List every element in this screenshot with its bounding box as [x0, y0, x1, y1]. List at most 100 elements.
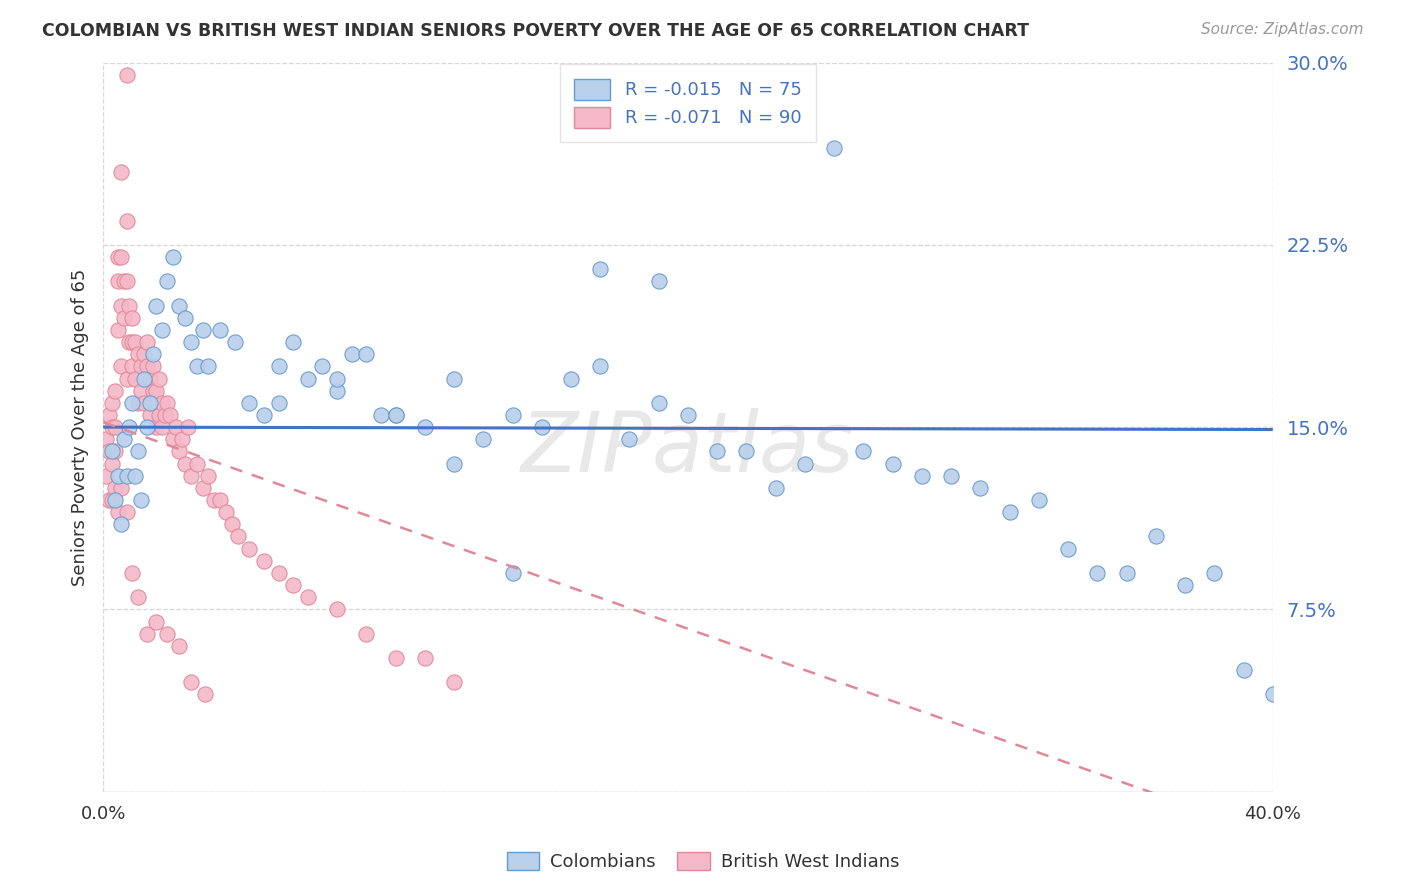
Point — [384, 408, 406, 422]
Point — [118, 299, 141, 313]
Point — [326, 371, 349, 385]
Point — [197, 468, 219, 483]
Point — [443, 457, 465, 471]
Point — [127, 591, 149, 605]
Point — [589, 262, 612, 277]
Point — [139, 408, 162, 422]
Point — [94, 468, 117, 483]
Point — [311, 359, 333, 374]
Point — [145, 420, 167, 434]
Point — [253, 408, 276, 422]
Point — [1057, 541, 1080, 556]
Point — [238, 541, 260, 556]
Point — [121, 566, 143, 580]
Legend: R = -0.015   N = 75, R = -0.071   N = 90: R = -0.015 N = 75, R = -0.071 N = 90 — [560, 64, 815, 142]
Point — [326, 602, 349, 616]
Point — [156, 274, 179, 288]
Point — [765, 481, 787, 495]
Point — [197, 359, 219, 374]
Point — [150, 420, 173, 434]
Point — [253, 554, 276, 568]
Legend: Colombians, British West Indians: Colombians, British West Indians — [499, 846, 907, 879]
Point — [104, 384, 127, 398]
Point — [127, 347, 149, 361]
Point — [104, 493, 127, 508]
Point — [98, 493, 121, 508]
Point — [136, 359, 159, 374]
Point — [129, 493, 152, 508]
Point — [297, 591, 319, 605]
Point — [648, 396, 671, 410]
Point — [384, 408, 406, 422]
Point — [136, 420, 159, 434]
Point — [1232, 663, 1254, 677]
Point — [124, 371, 146, 385]
Point — [115, 468, 138, 483]
Point — [112, 310, 135, 325]
Point — [110, 165, 132, 179]
Point — [101, 396, 124, 410]
Point — [209, 493, 232, 508]
Point — [174, 457, 197, 471]
Point — [186, 457, 208, 471]
Point — [267, 396, 290, 410]
Point — [110, 359, 132, 374]
Point — [121, 310, 143, 325]
Point — [174, 310, 197, 325]
Point — [209, 323, 232, 337]
Point — [162, 250, 184, 264]
Point — [150, 323, 173, 337]
Point — [107, 323, 129, 337]
Point — [186, 359, 208, 374]
Point — [619, 432, 641, 446]
Point — [148, 371, 170, 385]
Point — [202, 493, 225, 508]
Point — [139, 371, 162, 385]
Point — [156, 396, 179, 410]
Point — [1085, 566, 1108, 580]
Point — [911, 468, 934, 483]
Point — [167, 299, 190, 313]
Point — [267, 359, 290, 374]
Point — [118, 334, 141, 349]
Point — [101, 493, 124, 508]
Point — [589, 359, 612, 374]
Point — [156, 626, 179, 640]
Point — [110, 517, 132, 532]
Point — [676, 408, 699, 422]
Point — [132, 396, 155, 410]
Point — [124, 468, 146, 483]
Point — [142, 384, 165, 398]
Point — [238, 396, 260, 410]
Point — [115, 274, 138, 288]
Text: Source: ZipAtlas.com: Source: ZipAtlas.com — [1201, 22, 1364, 37]
Point — [167, 444, 190, 458]
Text: COLOMBIAN VS BRITISH WEST INDIAN SENIORS POVERTY OVER THE AGE OF 65 CORRELATION : COLOMBIAN VS BRITISH WEST INDIAN SENIORS… — [42, 22, 1029, 40]
Point — [180, 675, 202, 690]
Point — [104, 420, 127, 434]
Point — [129, 384, 152, 398]
Point — [101, 457, 124, 471]
Point — [139, 396, 162, 410]
Point — [107, 250, 129, 264]
Point — [159, 408, 181, 422]
Point — [735, 444, 758, 458]
Point — [267, 566, 290, 580]
Point — [101, 420, 124, 434]
Point — [112, 274, 135, 288]
Point — [882, 457, 904, 471]
Point — [939, 468, 962, 483]
Point — [969, 481, 991, 495]
Point — [142, 359, 165, 374]
Point — [94, 432, 117, 446]
Point — [172, 432, 194, 446]
Point — [370, 408, 392, 422]
Point — [180, 468, 202, 483]
Point — [1174, 578, 1197, 592]
Point — [1028, 493, 1050, 508]
Point — [127, 396, 149, 410]
Point — [226, 529, 249, 543]
Point — [98, 444, 121, 458]
Point — [153, 408, 176, 422]
Point — [115, 371, 138, 385]
